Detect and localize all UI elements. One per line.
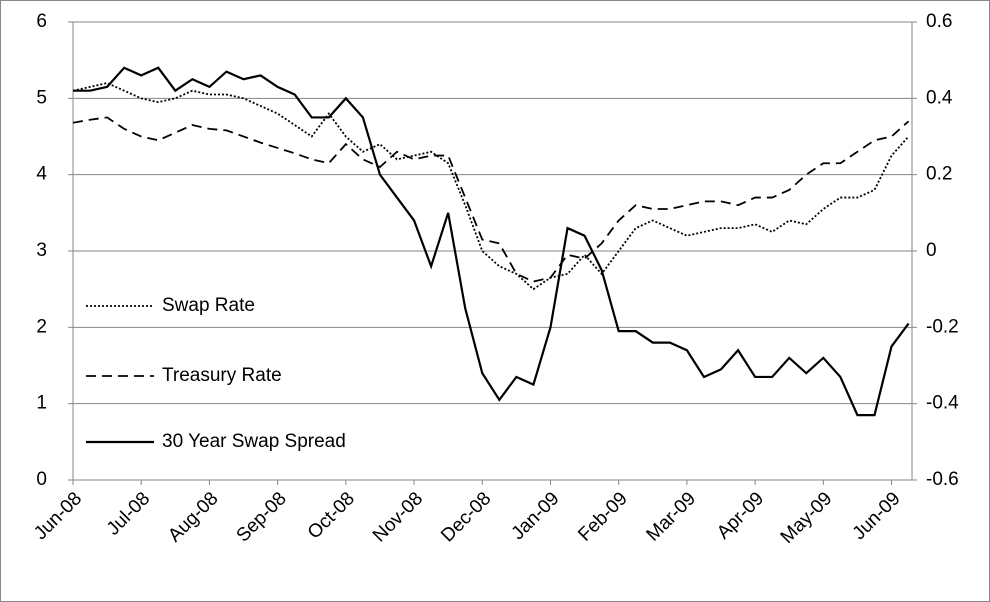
legend-label: Treasury Rate [162,365,282,386]
y2-tick-label: 0.2 [926,164,952,185]
y-tick-label: 0 [36,469,47,490]
y-tick-label: 6 [36,11,47,32]
data-line [72,116,910,283]
y2-tick-label: -0.6 [926,469,959,490]
data-line [73,66,910,417]
y2-tick-label: -0.4 [926,393,959,414]
legend-label: 30 Year Swap Spread [162,431,346,452]
y2-tick-label: 0 [926,240,937,261]
y2-tick-label: 0.6 [926,11,952,32]
y-tick-label: 1 [36,393,47,414]
y-tick-label: 4 [36,164,47,185]
y2-tick-label: 0.4 [926,87,953,108]
y-tick-label: 3 [36,240,47,261]
y-tick-label: 2 [36,316,47,337]
y-tick-label: 5 [36,87,47,108]
legend-label: Swap Rate [162,295,255,316]
y2-tick-label: -0.2 [926,316,959,337]
